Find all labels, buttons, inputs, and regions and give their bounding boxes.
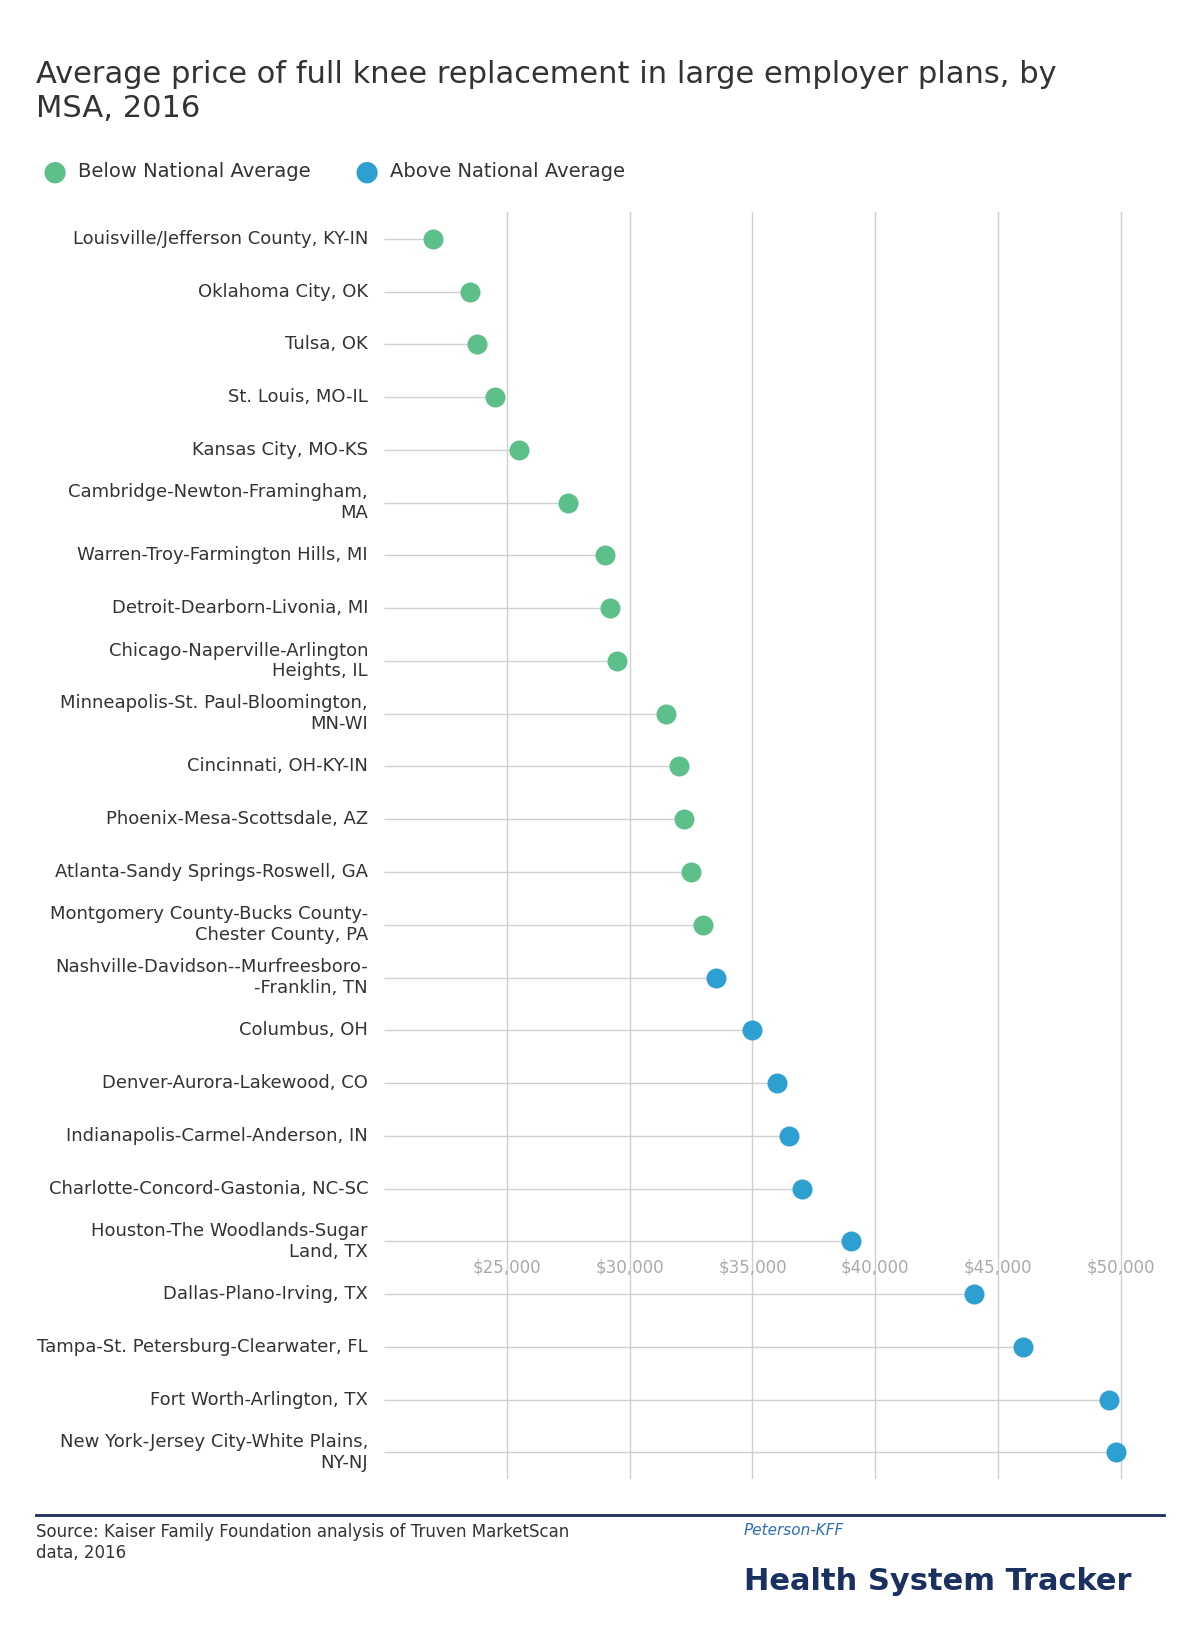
Point	[841, 1229, 860, 1255]
Point	[485, 384, 504, 410]
Point	[656, 701, 676, 727]
Text: $45,000: $45,000	[964, 1258, 1032, 1276]
Point	[1013, 1333, 1032, 1359]
Text: $50,000: $50,000	[1087, 1258, 1156, 1276]
Text: Peterson-KFF: Peterson-KFF	[744, 1523, 845, 1538]
Point	[670, 753, 689, 779]
Text: Average price of full knee replacement in large employer plans, by
MSA, 2016: Average price of full knee replacement i…	[36, 60, 1057, 123]
Text: $30,000: $30,000	[595, 1258, 664, 1276]
Point	[792, 1175, 811, 1201]
Point	[706, 964, 725, 990]
Point	[694, 912, 713, 938]
Text: $40,000: $40,000	[841, 1258, 910, 1276]
Text: Health System Tracker: Health System Tracker	[744, 1567, 1132, 1596]
Text: Below National Average: Below National Average	[78, 162, 311, 181]
Text: $25,000: $25,000	[473, 1258, 541, 1276]
Text: Above National Average: Above National Average	[390, 162, 625, 181]
Point	[595, 542, 614, 569]
Point	[1106, 1440, 1126, 1466]
Point	[559, 490, 578, 516]
Point	[1099, 1387, 1118, 1413]
Text: ●: ●	[42, 157, 66, 186]
Point	[607, 647, 626, 673]
Point	[510, 436, 529, 462]
Text: ●: ●	[354, 157, 378, 186]
Point	[964, 1281, 983, 1307]
Point	[461, 278, 480, 304]
Point	[768, 1070, 787, 1096]
Text: $35,000: $35,000	[718, 1258, 787, 1276]
Point	[468, 332, 487, 358]
Point	[682, 859, 701, 886]
Text: Source: Kaiser Family Foundation analysis of Truven MarketScan
data, 2016: Source: Kaiser Family Foundation analysi…	[36, 1523, 569, 1562]
Point	[424, 225, 443, 252]
Point	[674, 806, 694, 832]
Point	[780, 1123, 799, 1149]
Point	[743, 1018, 762, 1044]
Point	[600, 595, 619, 621]
